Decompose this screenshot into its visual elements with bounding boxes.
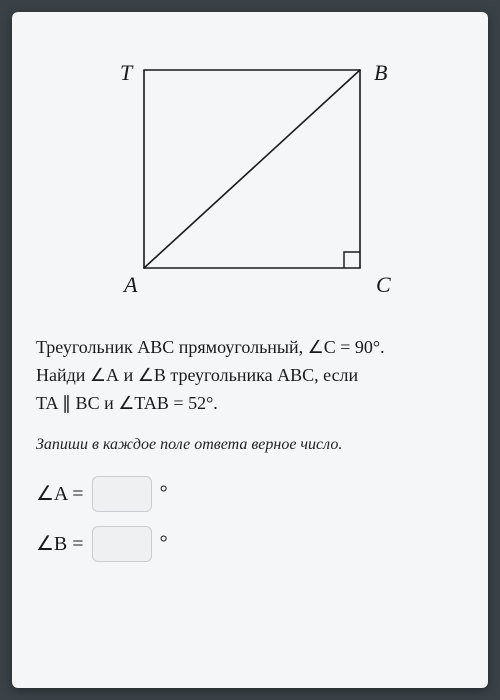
angle-c-value: ∠C = 90°. xyxy=(308,337,385,357)
answer-b-label: ∠B = xyxy=(36,531,84,556)
text-fragment: и xyxy=(100,393,119,413)
svg-text:A: A xyxy=(122,272,138,297)
text-fragment: прямоугольный, xyxy=(174,337,307,357)
text-fragment: треугольника xyxy=(166,365,277,385)
answer-a-label: ∠A = xyxy=(36,481,84,506)
problem-statement: Треугольник ABC прямоугольный, ∠C = 90°.… xyxy=(36,334,464,418)
answer-row-a: ∠A = ° xyxy=(36,476,464,512)
answer-b-input[interactable] xyxy=(92,526,152,562)
degree-symbol: ° xyxy=(160,532,168,555)
answer-row-b: ∠B = ° xyxy=(36,526,464,562)
instruction-text: Запиши в каждое поле ответа верное число… xyxy=(36,436,464,454)
svg-text:B: B xyxy=(374,60,387,85)
text-fragment: и xyxy=(119,365,138,385)
svg-text:T: T xyxy=(120,60,134,85)
problem-card: T B A C Треугольник ABC прямоугольный, ∠C =… xyxy=(12,12,488,688)
parallel-condition: TA ∥ BC xyxy=(36,393,100,413)
triangle-name: ABC xyxy=(277,365,314,385)
angle-a-symbol: ∠A xyxy=(90,365,119,385)
svg-text:C: C xyxy=(376,272,391,297)
angle-b-symbol: ∠B xyxy=(138,365,166,385)
triangle-name: ABC xyxy=(137,337,174,357)
geometry-diagram: T B A C xyxy=(90,40,410,300)
degree-symbol: ° xyxy=(160,482,168,505)
angle-tab-value: ∠TAB = 52°. xyxy=(118,393,218,413)
diagram-container: T B A C xyxy=(36,40,464,300)
text-fragment: Треугольник xyxy=(36,337,137,357)
text-fragment: , если xyxy=(314,365,358,385)
text-fragment: Найди xyxy=(36,365,90,385)
answer-a-input[interactable] xyxy=(92,476,152,512)
